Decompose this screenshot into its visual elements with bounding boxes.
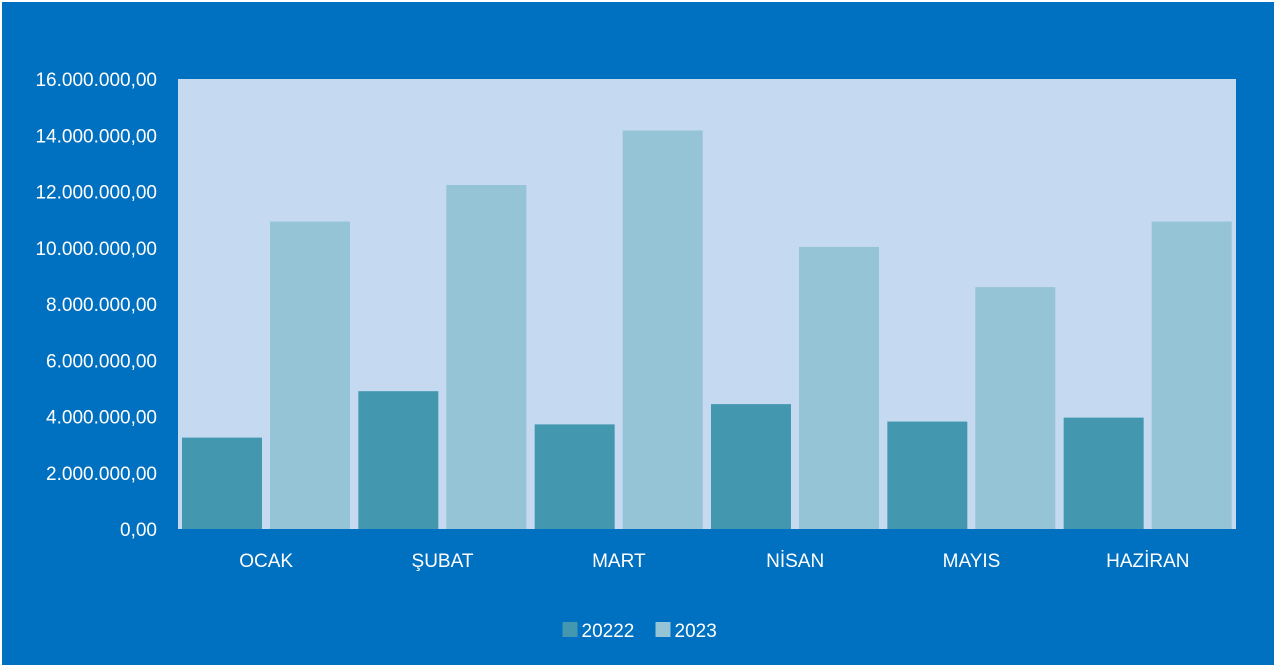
bar-2023-ocak (270, 221, 350, 529)
bar-20222-hazi̇ran (1063, 417, 1144, 529)
y-tick-label: 4.000.000,00 (46, 408, 157, 429)
bar-2023-mayis (975, 287, 1056, 529)
y-tick-label: 8.000.000,00 (46, 295, 157, 316)
bar-20222-mayis (887, 421, 968, 529)
y-tick-label: 6.000.000,00 (46, 351, 157, 372)
y-tick-label: 16.000.000,00 (35, 70, 157, 91)
bar-20222-ni̇san (711, 404, 791, 529)
x-tick-label: OCAK (239, 551, 293, 572)
y-tick-label: 0,00 (120, 520, 157, 541)
bar-2023-şubat (446, 185, 527, 529)
y-tick-label: 12.000.000,00 (35, 183, 157, 204)
bar-20222-ocak (182, 437, 262, 529)
bar-20222-mart (534, 424, 615, 529)
legend-label-20222: 20222 (582, 621, 635, 642)
bar-20222-şubat (358, 391, 439, 529)
y-tick-label: 10.000.000,00 (35, 239, 157, 260)
y-tick-label: 14.000.000,00 (35, 126, 157, 147)
plot-area (178, 79, 1236, 529)
bar-2023-ni̇san (799, 246, 879, 529)
x-tick-label: HAZİRAN (1106, 551, 1189, 572)
x-tick-label: MART (592, 551, 646, 572)
legend-swatch-2023 (655, 622, 671, 637)
y-tick-label: 2.000.000,00 (46, 464, 157, 485)
bar-2023-hazi̇ran (1151, 221, 1232, 529)
legend-label-2023: 2023 (675, 621, 717, 642)
bar-2023-mart (622, 130, 703, 529)
legend-swatch-20222 (562, 622, 578, 637)
x-tick-label: NİSAN (766, 551, 824, 572)
x-tick-label: ŞUBAT (412, 551, 474, 572)
x-tick-label: MAYIS (943, 551, 1001, 572)
